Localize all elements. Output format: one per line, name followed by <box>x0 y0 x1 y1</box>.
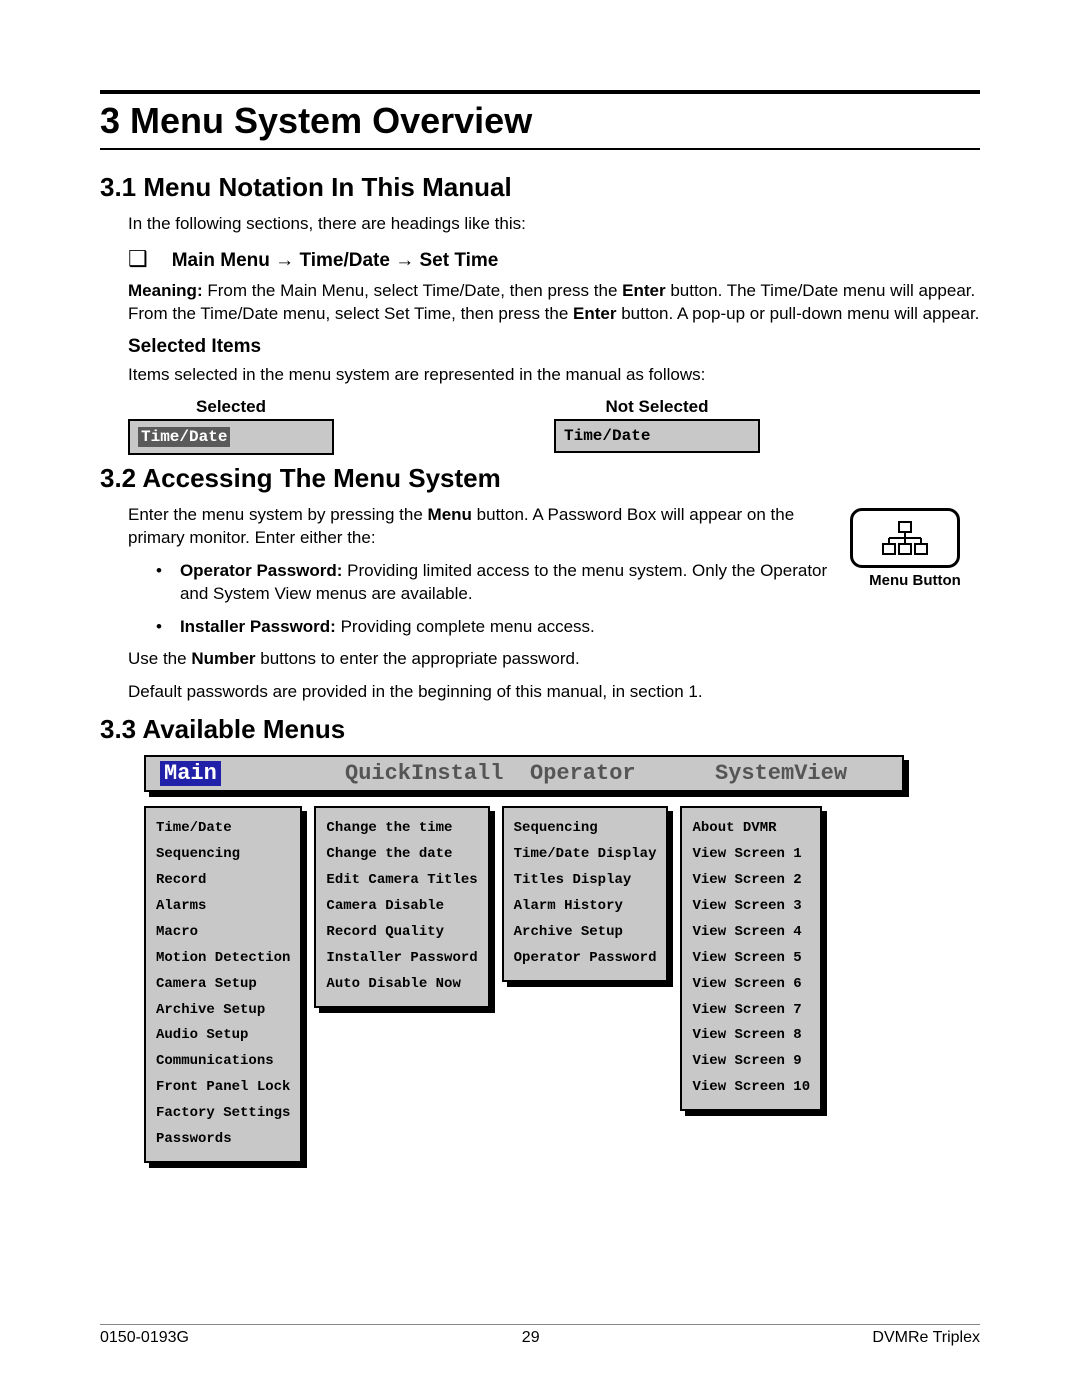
page-footer: 0150-0193G 29 DVMRe Triplex <box>100 1324 980 1347</box>
menu-item: Auto Disable Now <box>326 972 477 998</box>
menu-item: Camera Disable <box>326 894 477 920</box>
enter-label-1: Enter <box>622 281 665 300</box>
inst-pwd-label: Installer Password: <box>180 617 336 636</box>
s32-p2a: Use the <box>128 649 191 668</box>
menu-item: Record Quality <box>326 920 477 946</box>
menu-item: Sequencing <box>514 816 657 842</box>
not-selected-value: Time/Date <box>564 427 650 445</box>
menu-columns: Time/DateSequencingRecordAlarmsMacroMoti… <box>144 806 904 1163</box>
menu-item: View Screen 4 <box>692 920 810 946</box>
s31-intro: In the following sections, there are hea… <box>128 213 980 236</box>
menu-path-text: Main Menu → Time/Date → Set Time <box>172 250 499 272</box>
footer-page-number: 29 <box>522 1329 540 1347</box>
menu-item: View Screen 9 <box>692 1049 810 1075</box>
menu-button-caption: Menu Button <box>850 572 980 589</box>
menu-item: Change the date <box>326 842 477 868</box>
selected-items-text: Items selected in the menu system are re… <box>128 364 980 387</box>
menu-item: View Screen 2 <box>692 868 810 894</box>
menu-item: View Screen 7 <box>692 998 810 1024</box>
menu-word: Menu <box>428 505 472 524</box>
selected-column: Selected Time/Date <box>128 397 334 455</box>
bullet-operator-password: • Operator Password: Providing limited a… <box>156 560 850 606</box>
meaning-label: Meaning: <box>128 281 203 300</box>
menu-item: View Screen 10 <box>692 1075 810 1101</box>
selected-examples-row: Selected Time/Date Not Selected Time/Dat… <box>128 397 980 455</box>
menu-col-main: Time/DateSequencingRecordAlarmsMacroMoti… <box>144 806 302 1163</box>
tab-main: Main <box>154 761 339 786</box>
selected-items-heading: Selected Items <box>128 336 980 358</box>
bullet-icon: • <box>156 616 162 639</box>
menu-col-quickinstall: Change the timeChange the dateEdit Camer… <box>314 806 489 1007</box>
footer-right: DVMRe Triplex <box>872 1329 980 1347</box>
checkbox-icon: ❑ <box>128 248 148 270</box>
bullet-icon: • <box>156 560 162 606</box>
menu-item: Titles Display <box>514 868 657 894</box>
s32-p2c: buttons to enter the appropriate passwor… <box>256 649 580 668</box>
menu-col-operator: SequencingTime/Date DisplayTitles Displa… <box>502 806 669 981</box>
menu-item: Front Panel Lock <box>156 1075 290 1101</box>
menu-item: Alarms <box>156 894 290 920</box>
not-selected-label: Not Selected <box>554 397 760 417</box>
menu-item: Alarm History <box>514 894 657 920</box>
menu-item: About DVMR <box>692 816 810 842</box>
tab-main-label: Main <box>160 761 221 786</box>
menu-item: Macro <box>156 920 290 946</box>
op-pwd-label: Operator Password: <box>180 561 343 580</box>
menu-item: Archive Setup <box>156 998 290 1024</box>
meaning-text-3: button. A pop-up or pull-down menu will … <box>617 304 980 323</box>
menu-item: Camera Setup <box>156 972 290 998</box>
menu-button-figure: Menu Button <box>850 504 980 589</box>
section-3-1-title: 3.1 Menu Notation In This Manual <box>100 172 980 203</box>
menu-item: Archive Setup <box>514 920 657 946</box>
menu-item: View Screen 8 <box>692 1023 810 1049</box>
inst-pwd-text: Providing complete menu access. <box>336 617 595 636</box>
menu-item: Record <box>156 868 290 894</box>
selected-label: Selected <box>128 397 334 417</box>
menu-item: View Screen 1 <box>692 842 810 868</box>
menu-item: Audio Setup <box>156 1023 290 1049</box>
s32-p3: Default passwords are provided in the be… <box>128 681 980 704</box>
selected-box: Time/Date <box>128 419 334 455</box>
available-menus-figure: Main QuickInstall Operator SystemView Ti… <box>144 755 904 1163</box>
number-word: Number <box>191 649 255 668</box>
menu-item: Installer Password <box>326 946 477 972</box>
menu-item: Passwords <box>156 1127 290 1153</box>
s32-p1a: Enter the menu system by pressing the <box>128 505 428 524</box>
s31-meaning: Meaning: From the Main Menu, select Time… <box>128 280 980 326</box>
menu-tabs-row: Main QuickInstall Operator SystemView <box>144 755 904 792</box>
menu-item: Sequencing <box>156 842 290 868</box>
menu-item: Factory Settings <box>156 1101 290 1127</box>
menu-button-icon <box>850 508 960 568</box>
footer-left: 0150-0193G <box>100 1329 189 1347</box>
tab-operator: Operator <box>524 761 709 786</box>
menu-path-example: ❑ Main Menu → Time/Date → Set Time <box>128 248 980 272</box>
menu-item: Change the time <box>326 816 477 842</box>
menu-item: Time/Date Display <box>514 842 657 868</box>
menu-item: View Screen 5 <box>692 946 810 972</box>
meaning-text-1: From the Main Menu, select Time/Date, th… <box>203 281 623 300</box>
menu-item: Communications <box>156 1049 290 1075</box>
menu-item: Time/Date <box>156 816 290 842</box>
not-selected-box: Time/Date <box>554 419 760 453</box>
not-selected-column: Not Selected Time/Date <box>554 397 760 455</box>
enter-label-2: Enter <box>573 304 616 323</box>
menu-item: View Screen 6 <box>692 972 810 998</box>
bullet-installer-password: • Installer Password: Providing complete… <box>156 616 850 639</box>
menu-item: Motion Detection <box>156 946 290 972</box>
s32-p1: Enter the menu system by pressing the Me… <box>128 504 850 550</box>
menu-item: Edit Camera Titles <box>326 868 477 894</box>
section-3-3-title: 3.3 Available Menus <box>100 714 980 745</box>
chapter-title: 3 Menu System Overview <box>100 90 980 150</box>
selected-value: Time/Date <box>138 427 230 447</box>
tab-systemview: SystemView <box>709 761 894 786</box>
s32-p2: Use the Number buttons to enter the appr… <box>128 648 980 671</box>
tab-quickinstall: QuickInstall <box>339 761 524 786</box>
section-3-2-title: 3.2 Accessing The Menu System <box>100 463 980 494</box>
menu-item: View Screen 3 <box>692 894 810 920</box>
menu-item: Operator Password <box>514 946 657 972</box>
menu-col-systemview: About DVMRView Screen 1View Screen 2View… <box>680 806 822 1111</box>
